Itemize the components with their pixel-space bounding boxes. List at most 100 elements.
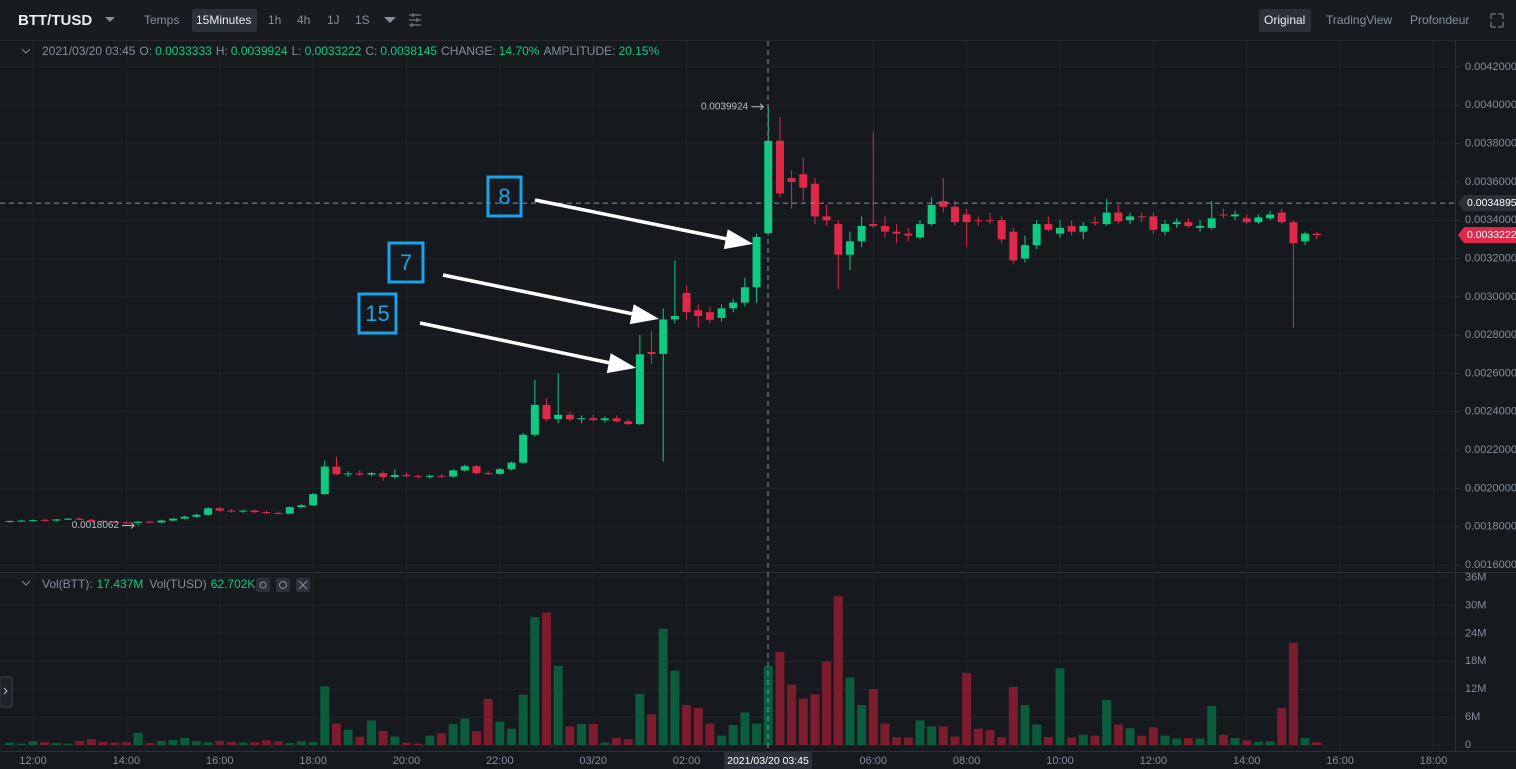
last-price: 0.0033222	[1467, 229, 1516, 241]
volume-bar	[577, 724, 587, 745]
collapse-icon[interactable]	[21, 580, 31, 586]
volume-bar	[261, 740, 271, 745]
view[interactable]: Profondeur	[1410, 13, 1469, 27]
candle-body	[17, 520, 26, 522]
candle-body	[320, 466, 329, 495]
candle-body	[612, 418, 621, 422]
candle-body	[64, 518, 73, 520]
legend-value: 20.15%	[618, 44, 659, 58]
candle-body	[1207, 218, 1216, 228]
candle-body	[1172, 222, 1181, 225]
candle-body	[134, 521, 143, 523]
volume-bar	[296, 741, 306, 745]
legend-value: 0.0039924	[231, 44, 288, 58]
y-tick-label: 0.0040000	[1465, 99, 1516, 111]
interval[interactable]: Temps	[144, 13, 179, 27]
x-tick-label: 20:00	[393, 755, 421, 767]
volume-bar	[215, 740, 225, 745]
close-icon	[298, 580, 308, 590]
volume-bar	[833, 596, 843, 745]
candle-body	[110, 521, 119, 523]
symbol-dropdown[interactable]	[105, 17, 115, 22]
volume-bar	[635, 693, 645, 745]
more-intervals[interactable]	[384, 17, 396, 23]
interval[interactable]: 4h	[297, 13, 310, 27]
volume-bar	[880, 723, 890, 745]
candle-body	[122, 522, 131, 524]
collapse-icon[interactable]	[21, 48, 31, 54]
volume-bar	[763, 665, 773, 745]
candle-body	[624, 421, 633, 425]
candle-body	[1056, 227, 1064, 234]
candle-body	[577, 418, 586, 420]
volume-bar	[355, 736, 365, 745]
arrow-head	[629, 304, 659, 325]
volume-bar	[273, 741, 283, 745]
x-tick-label: 18:00	[1420, 755, 1448, 767]
volume-bar	[857, 705, 867, 745]
volume-bar	[1242, 740, 1252, 745]
crosshair-price: 0.0034895	[1467, 197, 1516, 209]
symbol[interactable]: BTT/TUSD	[18, 12, 92, 29]
fullscreen-icon[interactable]	[1490, 13, 1504, 28]
candle-body	[1044, 224, 1053, 230]
candle-body	[740, 287, 749, 303]
volume-bar	[1125, 728, 1135, 745]
volume-bar	[1078, 734, 1088, 745]
candle-body	[180, 516, 189, 519]
volume-bar	[460, 718, 470, 745]
volume-bar	[472, 731, 481, 745]
candle-body	[1184, 222, 1193, 226]
candle-body	[565, 414, 574, 420]
volume-bar	[75, 740, 85, 745]
candle-body	[939, 201, 948, 207]
annotation-label: 15	[365, 301, 389, 326]
interval-active	[192, 9, 257, 32]
volume-bar	[40, 742, 50, 745]
settings-icon	[279, 581, 287, 589]
legend-label: H:	[216, 44, 228, 58]
volume-bar	[366, 720, 376, 745]
volume-bar	[401, 742, 411, 745]
arrow	[534, 198, 733, 242]
candle-body	[1102, 212, 1111, 225]
vol-tick-label: 30M	[1465, 599, 1486, 611]
settings-button[interactable]	[276, 578, 290, 592]
x-tick-label: 06:00	[860, 755, 888, 767]
candle-body	[717, 308, 726, 318]
y-tick-label: 0.0028000	[1465, 329, 1516, 341]
volume-bar	[203, 742, 213, 745]
volume-bar	[495, 721, 505, 745]
interval[interactable]: 1J	[327, 13, 340, 27]
volume-bar	[518, 694, 528, 745]
candle-body	[145, 521, 154, 523]
vol-tick-label: 24M	[1465, 627, 1486, 639]
volume-bar	[1265, 741, 1275, 745]
candle-body	[729, 302, 738, 309]
candle-body	[250, 510, 259, 513]
candle-body	[1126, 216, 1135, 221]
volume-bar	[1195, 738, 1205, 745]
candle-body	[1196, 225, 1205, 228]
marker-arrow	[751, 103, 764, 111]
candle-body	[29, 520, 38, 522]
view[interactable]: TradingView	[1326, 13, 1392, 27]
interval[interactable]: 1h	[268, 13, 281, 27]
volume-bar	[1253, 741, 1263, 745]
interval[interactable]: 1S	[355, 13, 370, 27]
low-marker: 0.0018062	[72, 520, 120, 531]
candle-body	[204, 508, 213, 515]
candle-body	[379, 473, 388, 477]
interval[interactable]: 15Minutes	[196, 13, 251, 27]
candle-body	[589, 418, 598, 421]
eye-button[interactable]	[256, 578, 270, 592]
candle-body	[554, 414, 563, 420]
volume-bar	[1288, 642, 1298, 745]
candle-body	[694, 310, 703, 316]
candle-body	[1091, 222, 1100, 224]
view[interactable]: Original	[1264, 13, 1305, 27]
volume-bar	[285, 743, 295, 745]
settings-icon[interactable]	[409, 13, 421, 27]
candle-body	[915, 224, 924, 238]
volume-bar	[553, 665, 563, 745]
